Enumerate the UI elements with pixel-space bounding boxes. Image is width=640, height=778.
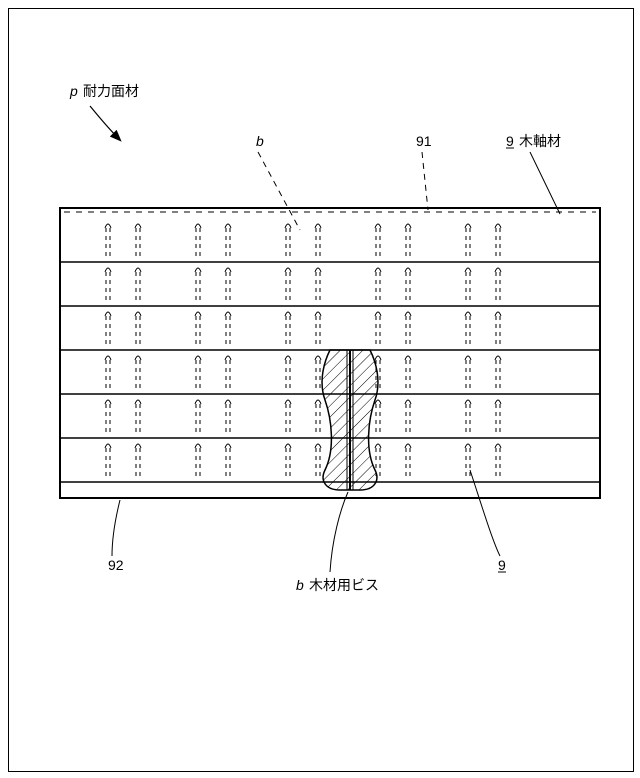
leader-91 bbox=[422, 152, 428, 210]
screw-head bbox=[195, 356, 201, 360]
screw-head bbox=[195, 400, 201, 404]
label-p: p 耐力面材 bbox=[69, 83, 139, 99]
screw-head bbox=[225, 312, 231, 316]
screw-head bbox=[105, 312, 111, 316]
screw-head bbox=[375, 444, 381, 448]
leader-92 bbox=[112, 500, 120, 556]
screw-head bbox=[465, 312, 471, 316]
svg-text:耐力面材: 耐力面材 bbox=[83, 83, 139, 99]
screw-head bbox=[495, 400, 501, 404]
svg-text:p: p bbox=[69, 83, 78, 99]
screw-head bbox=[285, 400, 291, 404]
svg-text:91: 91 bbox=[416, 133, 432, 149]
leader-9-bottom bbox=[470, 470, 500, 556]
label-b-bottom: b 木材用ビス bbox=[296, 577, 379, 593]
screw-head bbox=[465, 400, 471, 404]
screw-head bbox=[225, 400, 231, 404]
screw-head bbox=[315, 224, 321, 228]
screw-head bbox=[135, 444, 141, 448]
leader-b-top bbox=[258, 152, 300, 230]
svg-text:9: 9 bbox=[506, 133, 514, 149]
screw-head bbox=[135, 312, 141, 316]
svg-text:b: b bbox=[256, 133, 264, 149]
screw-head bbox=[105, 356, 111, 360]
screw-head bbox=[495, 356, 501, 360]
leader-p-arrow bbox=[90, 106, 120, 140]
screw-head bbox=[285, 444, 291, 448]
screw-head bbox=[225, 444, 231, 448]
label-b-top: b bbox=[256, 133, 264, 149]
screw-head bbox=[405, 444, 411, 448]
screw-head bbox=[405, 356, 411, 360]
screw-head bbox=[105, 268, 111, 272]
leader-9-top bbox=[530, 152, 560, 214]
svg-text:9: 9 bbox=[498, 557, 506, 573]
screw-head bbox=[375, 356, 381, 360]
screw-head bbox=[195, 444, 201, 448]
screw-head bbox=[375, 312, 381, 316]
screw-head bbox=[105, 444, 111, 448]
label-9-top: 9 木軸材 bbox=[506, 133, 561, 149]
screw-head bbox=[135, 224, 141, 228]
screw-head bbox=[195, 312, 201, 316]
screw-head bbox=[495, 224, 501, 228]
screw-head bbox=[465, 268, 471, 272]
screw-head bbox=[315, 312, 321, 316]
screw-head bbox=[105, 224, 111, 228]
screw-head bbox=[225, 224, 231, 228]
svg-text:92: 92 bbox=[108, 557, 124, 573]
screw-head bbox=[135, 268, 141, 272]
screw-head bbox=[465, 356, 471, 360]
screw-head bbox=[405, 400, 411, 404]
svg-text:木軸材: 木軸材 bbox=[519, 133, 561, 149]
label-91: 91 bbox=[416, 133, 432, 149]
screw-head bbox=[285, 312, 291, 316]
screw-head bbox=[315, 444, 321, 448]
screw-head bbox=[105, 400, 111, 404]
screw-head bbox=[405, 224, 411, 228]
screw-head bbox=[495, 268, 501, 272]
screw-head bbox=[135, 400, 141, 404]
screw-head bbox=[315, 268, 321, 272]
screw-head bbox=[285, 356, 291, 360]
label-9-bottom: 9 bbox=[498, 557, 506, 573]
screw-head bbox=[285, 268, 291, 272]
screw-head bbox=[315, 400, 321, 404]
screw-head bbox=[405, 268, 411, 272]
screw-head bbox=[375, 224, 381, 228]
svg-text:b: b bbox=[296, 577, 304, 593]
screw-head bbox=[195, 268, 201, 272]
screw-head bbox=[135, 356, 141, 360]
screw-head bbox=[465, 444, 471, 448]
page: p 耐力面材 b 91 9 木軸材 92 b 木材用ビス 9 bbox=[0, 0, 640, 778]
screw-head bbox=[375, 268, 381, 272]
screw-head bbox=[225, 268, 231, 272]
screw-head bbox=[495, 312, 501, 316]
screw-head bbox=[285, 224, 291, 228]
screw-head bbox=[375, 400, 381, 404]
screw-head bbox=[405, 312, 411, 316]
label-92: 92 bbox=[108, 557, 124, 573]
svg-text:木材用ビス: 木材用ビス bbox=[309, 577, 379, 593]
leader-b-bottom bbox=[330, 492, 348, 572]
screw-head bbox=[495, 444, 501, 448]
screw-head bbox=[315, 356, 321, 360]
screw-head bbox=[195, 224, 201, 228]
screw-head bbox=[225, 356, 231, 360]
screw-head bbox=[465, 224, 471, 228]
diagram-svg: p 耐力面材 b 91 9 木軸材 92 b 木材用ビス 9 bbox=[0, 0, 640, 778]
